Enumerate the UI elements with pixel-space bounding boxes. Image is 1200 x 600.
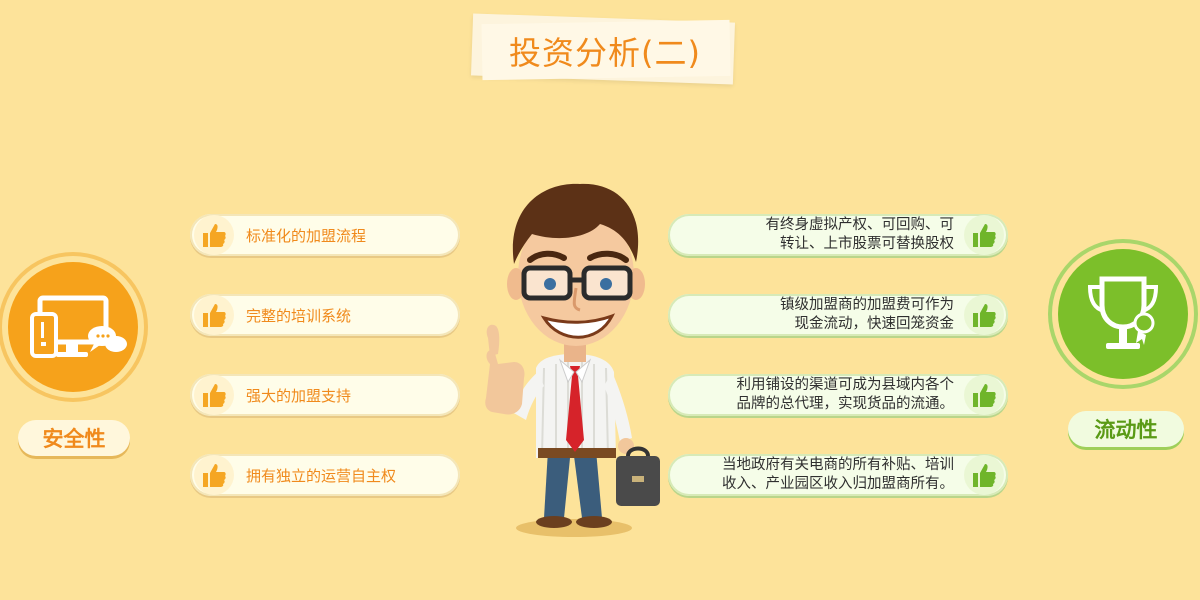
page-title: 投资分析(二) (509, 34, 701, 72)
businessman-thumbs-up-illustration (485, 183, 660, 537)
left-item-text: 强大的加盟支持 (246, 386, 352, 405)
safety-icon-circle (8, 262, 138, 392)
safety-label-button[interactable]: 安全性 (18, 420, 130, 456)
right-item-text: 当地政府有关电商的所有补贴、培训 收入、产业园区收入归加盟商所有。 (682, 454, 954, 496)
right-item-1: 有终身虚拟产权、可回购、可转让、上市股票可替换股权 (668, 214, 1008, 256)
left-item-2: 完整的培训系统 (190, 294, 460, 336)
left-item-4: 拥有独立的运营自主权 (190, 454, 460, 496)
right-item-line2: 转让、上市股票可替换股权 (780, 236, 954, 252)
thumbs-up-icon (194, 215, 234, 255)
right-item-text: 利用铺设的渠道可成为县域内各个 品牌的总代理，实现货品的流通。 (682, 374, 955, 416)
left-item-text: 标准化的加盟流程 (246, 226, 367, 245)
right-item-line1: 利用铺设的渠道可成为县域内各个 (736, 377, 955, 393)
thumbs-up-icon (964, 215, 1004, 255)
devices-chat-icon (30, 295, 127, 358)
trophy-award-icon (1087, 276, 1159, 349)
right-item-line1: 镇级加盟商的加盟费可作为 (780, 297, 954, 313)
thumbs-up-icon (194, 375, 234, 415)
thumbs-up-icon (964, 375, 1004, 415)
left-item-text: 拥有独立的运营自主权 (246, 466, 397, 485)
right-item-2: 镇级加盟商的加盟费可作为现金流动，快速回笼资金 (668, 294, 1008, 336)
thumbs-up-icon (194, 455, 234, 495)
thumbs-up-icon (964, 295, 1004, 335)
right-item-text: 镇级加盟商的加盟费可作为现金流动，快速回笼资金 (682, 294, 954, 336)
thumbs-up-icon (194, 295, 234, 335)
left-item-text: 完整的培训系统 (246, 306, 352, 325)
right-item-text: 有终身虚拟产权、可回购、可转让、上市股票可替换股权 (682, 214, 955, 256)
left-item-1: 标准化的加盟流程 (190, 214, 460, 256)
right-item-line2: 品牌的总代理，实现货品的流通。 (736, 396, 955, 412)
right-item-line2: 收入、产业园区收入归加盟商所有。 (722, 476, 954, 492)
liquidity-label-button[interactable]: 流动性 (1068, 411, 1184, 447)
right-item-3: 利用铺设的渠道可成为县域内各个 品牌的总代理，实现货品的流通。 (668, 374, 1008, 416)
thumbs-up-icon (964, 455, 1004, 495)
right-item-line1: 当地政府有关电商的所有补贴、培训 (722, 457, 954, 473)
left-item-3: 强大的加盟支持 (190, 374, 460, 416)
liquidity-icon-circle (1058, 249, 1188, 379)
right-item-4: 当地政府有关电商的所有补贴、培训 收入、产业园区收入归加盟商所有。 (668, 454, 1008, 496)
right-item-line1: 有终身虚拟产权、可回购、可 (765, 217, 955, 233)
right-item-line2: 现金流动，快速回笼资金 (794, 316, 955, 332)
